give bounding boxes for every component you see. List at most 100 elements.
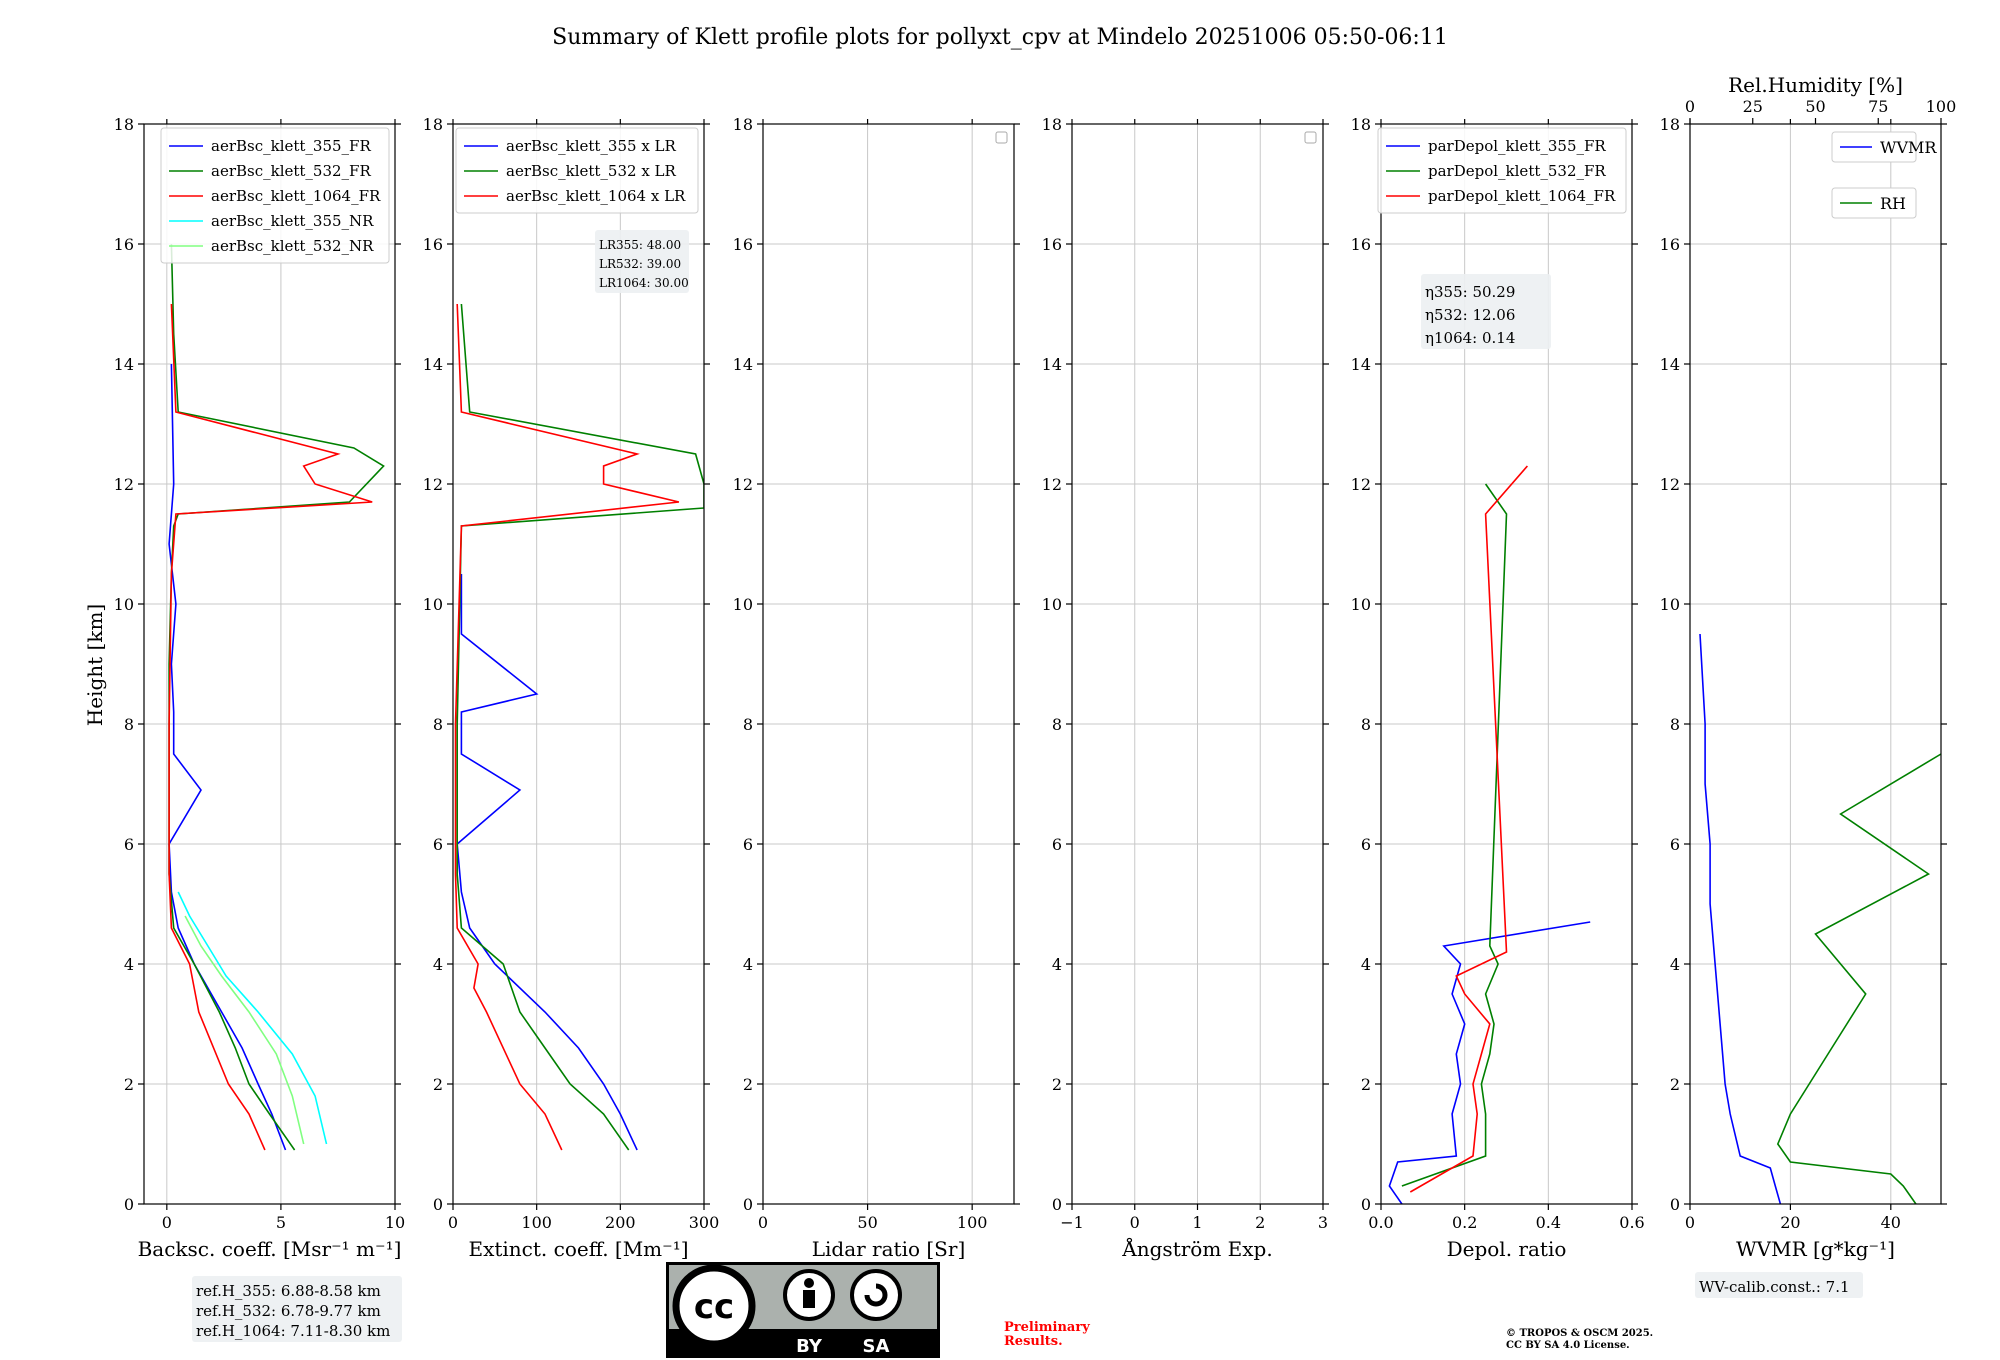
legend-label-aerBsc_klett_532_NR: aerBsc_klett_532_NR — [211, 237, 374, 255]
xtick-label-lidar_ratio-2: 100 — [957, 1213, 988, 1232]
xtick-label-lidar_ratio-1: 50 — [857, 1213, 877, 1232]
series-group-wvmr — [1699, 633, 1941, 1204]
legend-box-WVMR — [1831, 131, 1917, 163]
ytick-label-extinction-7: 14 — [423, 355, 443, 374]
ytick-label-lidar_ratio-6: 12 — [733, 475, 753, 494]
legend-box-backscatter — [160, 127, 390, 264]
ytick-label-depol-2: 4 — [1361, 955, 1371, 974]
legend-label-aerBsc_klett_532_FR: aerBsc_klett_532_FR — [211, 162, 371, 180]
copyright-line2: CC BY SA 4.0 License. — [1506, 1340, 1630, 1351]
sa-arrow-icon — [864, 1283, 888, 1307]
ytick-label-angstrom-4: 8 — [1052, 715, 1062, 734]
ytick-label-depol-7: 14 — [1351, 355, 1371, 374]
series-line-aerBsc_klett_355_FR — [168, 363, 287, 1151]
annotation-box-wvmr — [1695, 1272, 1863, 1298]
ytick-label-angstrom-0: 0 — [1052, 1195, 1062, 1214]
xtick-label-depol-0: 0.0 — [1368, 1213, 1393, 1232]
ytick-label-angstrom-7: 14 — [1042, 355, 1062, 374]
axes-frame-extinction — [452, 123, 705, 1205]
xtick-label-depol-3: 0.6 — [1619, 1213, 1644, 1232]
series-line-aerBsc_klett_1064 x LR — [454, 303, 680, 1151]
ytick-label-extinction-9: 18 — [423, 115, 443, 134]
xtick-label-extinction-3: 300 — [689, 1213, 720, 1232]
ytick-label-wvmr-3: 6 — [1670, 835, 1680, 854]
annotation-extinction-0: LR355: 48.00 — [599, 238, 681, 252]
ytick-label-angstrom-3: 6 — [1052, 835, 1062, 854]
series-line-parDepol_klett_532_FR — [1401, 483, 1508, 1187]
series-line-aerBsc_klett_532_NR — [184, 915, 305, 1145]
cc-by-label: BY — [796, 1336, 823, 1357]
xtick-label-angstrom-2: 1 — [1192, 1213, 1202, 1232]
cc-logo-text: cc — [694, 1287, 734, 1327]
ytick-label-backscatter-8: 16 — [114, 235, 134, 254]
series-line-RH — [1776, 753, 1941, 1204]
annotation-box-depol — [1421, 274, 1551, 349]
top-xtick-label-1: 25 — [1743, 97, 1763, 116]
ytick-label-depol-4: 8 — [1361, 715, 1371, 734]
ytick-label-angstrom-9: 18 — [1042, 115, 1062, 134]
y-axis-label: Height [km] — [83, 604, 107, 726]
ytick-label-lidar_ratio-0: 0 — [743, 1195, 753, 1214]
series-line-parDepol_klett_1064_FR — [1409, 465, 1529, 1193]
ytick-label-depol-1: 2 — [1361, 1075, 1371, 1094]
xtick-label-depol-1: 0.2 — [1452, 1213, 1477, 1232]
copyright-line1: © TROPOS & OSCM 2025. — [1506, 1328, 1653, 1339]
legend-label-aerBsc_klett_355 x LR: aerBsc_klett_355 x LR — [506, 137, 677, 155]
legend-box-depol — [1377, 127, 1627, 214]
legend-label-aerBsc_klett_1064_FR: aerBsc_klett_1064_FR — [211, 187, 381, 205]
ytick-label-lidar_ratio-1: 2 — [743, 1075, 753, 1094]
legend-label-WVMR: WVMR — [1880, 138, 1937, 157]
ytick-label-angstrom-6: 12 — [1042, 475, 1062, 494]
ytick-label-backscatter-4: 8 — [124, 715, 134, 734]
ytick-label-lidar_ratio-2: 4 — [743, 955, 753, 974]
figure-title: Summary of Klett profile plots for polly… — [552, 25, 1448, 50]
ytick-label-depol-9: 18 — [1351, 115, 1371, 134]
ytick-label-backscatter-0: 0 — [124, 1195, 134, 1214]
annotation-depol-2: η1064: 0.14 — [1425, 329, 1515, 347]
xaxis-label-angstrom: Ångström Exp. — [1121, 1236, 1272, 1261]
series-group-depol — [1388, 465, 1591, 1204]
ytick-label-wvmr-5: 10 — [1660, 595, 1680, 614]
ytick-label-lidar_ratio-3: 6 — [743, 835, 753, 854]
legend-label-aerBsc_klett_355_FR: aerBsc_klett_355_FR — [211, 137, 371, 155]
legend-box-RH — [1831, 187, 1917, 219]
ytick-label-angstrom-2: 4 — [1052, 955, 1062, 974]
ytick-label-backscatter-9: 18 — [114, 115, 134, 134]
empty-legend-lidar_ratio — [995, 131, 1008, 144]
ytick-label-extinction-1: 2 — [433, 1075, 443, 1094]
xtick-label-angstrom-4: 3 — [1318, 1213, 1328, 1232]
ytick-label-backscatter-1: 2 — [124, 1075, 134, 1094]
series-line-aerBsc_klett_355_NR — [177, 891, 328, 1145]
ytick-label-lidar_ratio-5: 10 — [733, 595, 753, 614]
xtick-label-backscatter-2: 10 — [385, 1213, 405, 1232]
xtick-label-lidar_ratio-0: 0 — [758, 1213, 768, 1232]
xtick-label-depol-2: 0.4 — [1536, 1213, 1561, 1232]
by-person-head — [804, 1278, 814, 1288]
series-group-extinction — [454, 303, 704, 1151]
annotation-backscatter-0: ref.H_355: 6.88-8.58 km — [196, 1282, 381, 1300]
empty-legend-angstrom — [1304, 131, 1317, 144]
preliminary-line1: Preliminary — [1004, 1320, 1090, 1335]
series-line-aerBsc_klett_532_FR — [168, 243, 385, 1151]
cc-license-badge: cc BY SA — [666, 1262, 940, 1358]
xtick-label-backscatter-1: 5 — [276, 1213, 286, 1232]
cc-sa-label: SA — [863, 1336, 890, 1357]
sa-share-icon — [850, 1269, 902, 1321]
axes-frame-depol — [1380, 123, 1633, 1205]
ytick-label-wvmr-0: 0 — [1670, 1195, 1680, 1214]
ytick-label-backscatter-2: 4 — [124, 955, 134, 974]
series-line-parDepol_klett_355_FR — [1388, 921, 1591, 1204]
by-person-body — [803, 1290, 815, 1308]
ytick-label-wvmr-9: 18 — [1660, 115, 1680, 134]
xtick-label-angstrom-3: 2 — [1255, 1213, 1265, 1232]
legend-label-parDepol_klett_1064_FR: parDepol_klett_1064_FR — [1428, 187, 1616, 205]
xtick-label-extinction-0: 0 — [448, 1213, 458, 1232]
xtick-label-extinction-2: 200 — [605, 1213, 636, 1232]
annotation-backscatter-1: ref.H_532: 6.78-9.77 km — [196, 1302, 381, 1320]
ytick-label-depol-6: 12 — [1351, 475, 1371, 494]
panel-backscatter: 0 2 4 6 8 10 12 14 16 18 0 5 10 Backsc. coeff. [Msr⁻¹… — [114, 115, 405, 1342]
series-line-aerBsc_klett_532 x LR — [456, 303, 704, 1151]
ytick-label-backscatter-6: 12 — [114, 475, 134, 494]
